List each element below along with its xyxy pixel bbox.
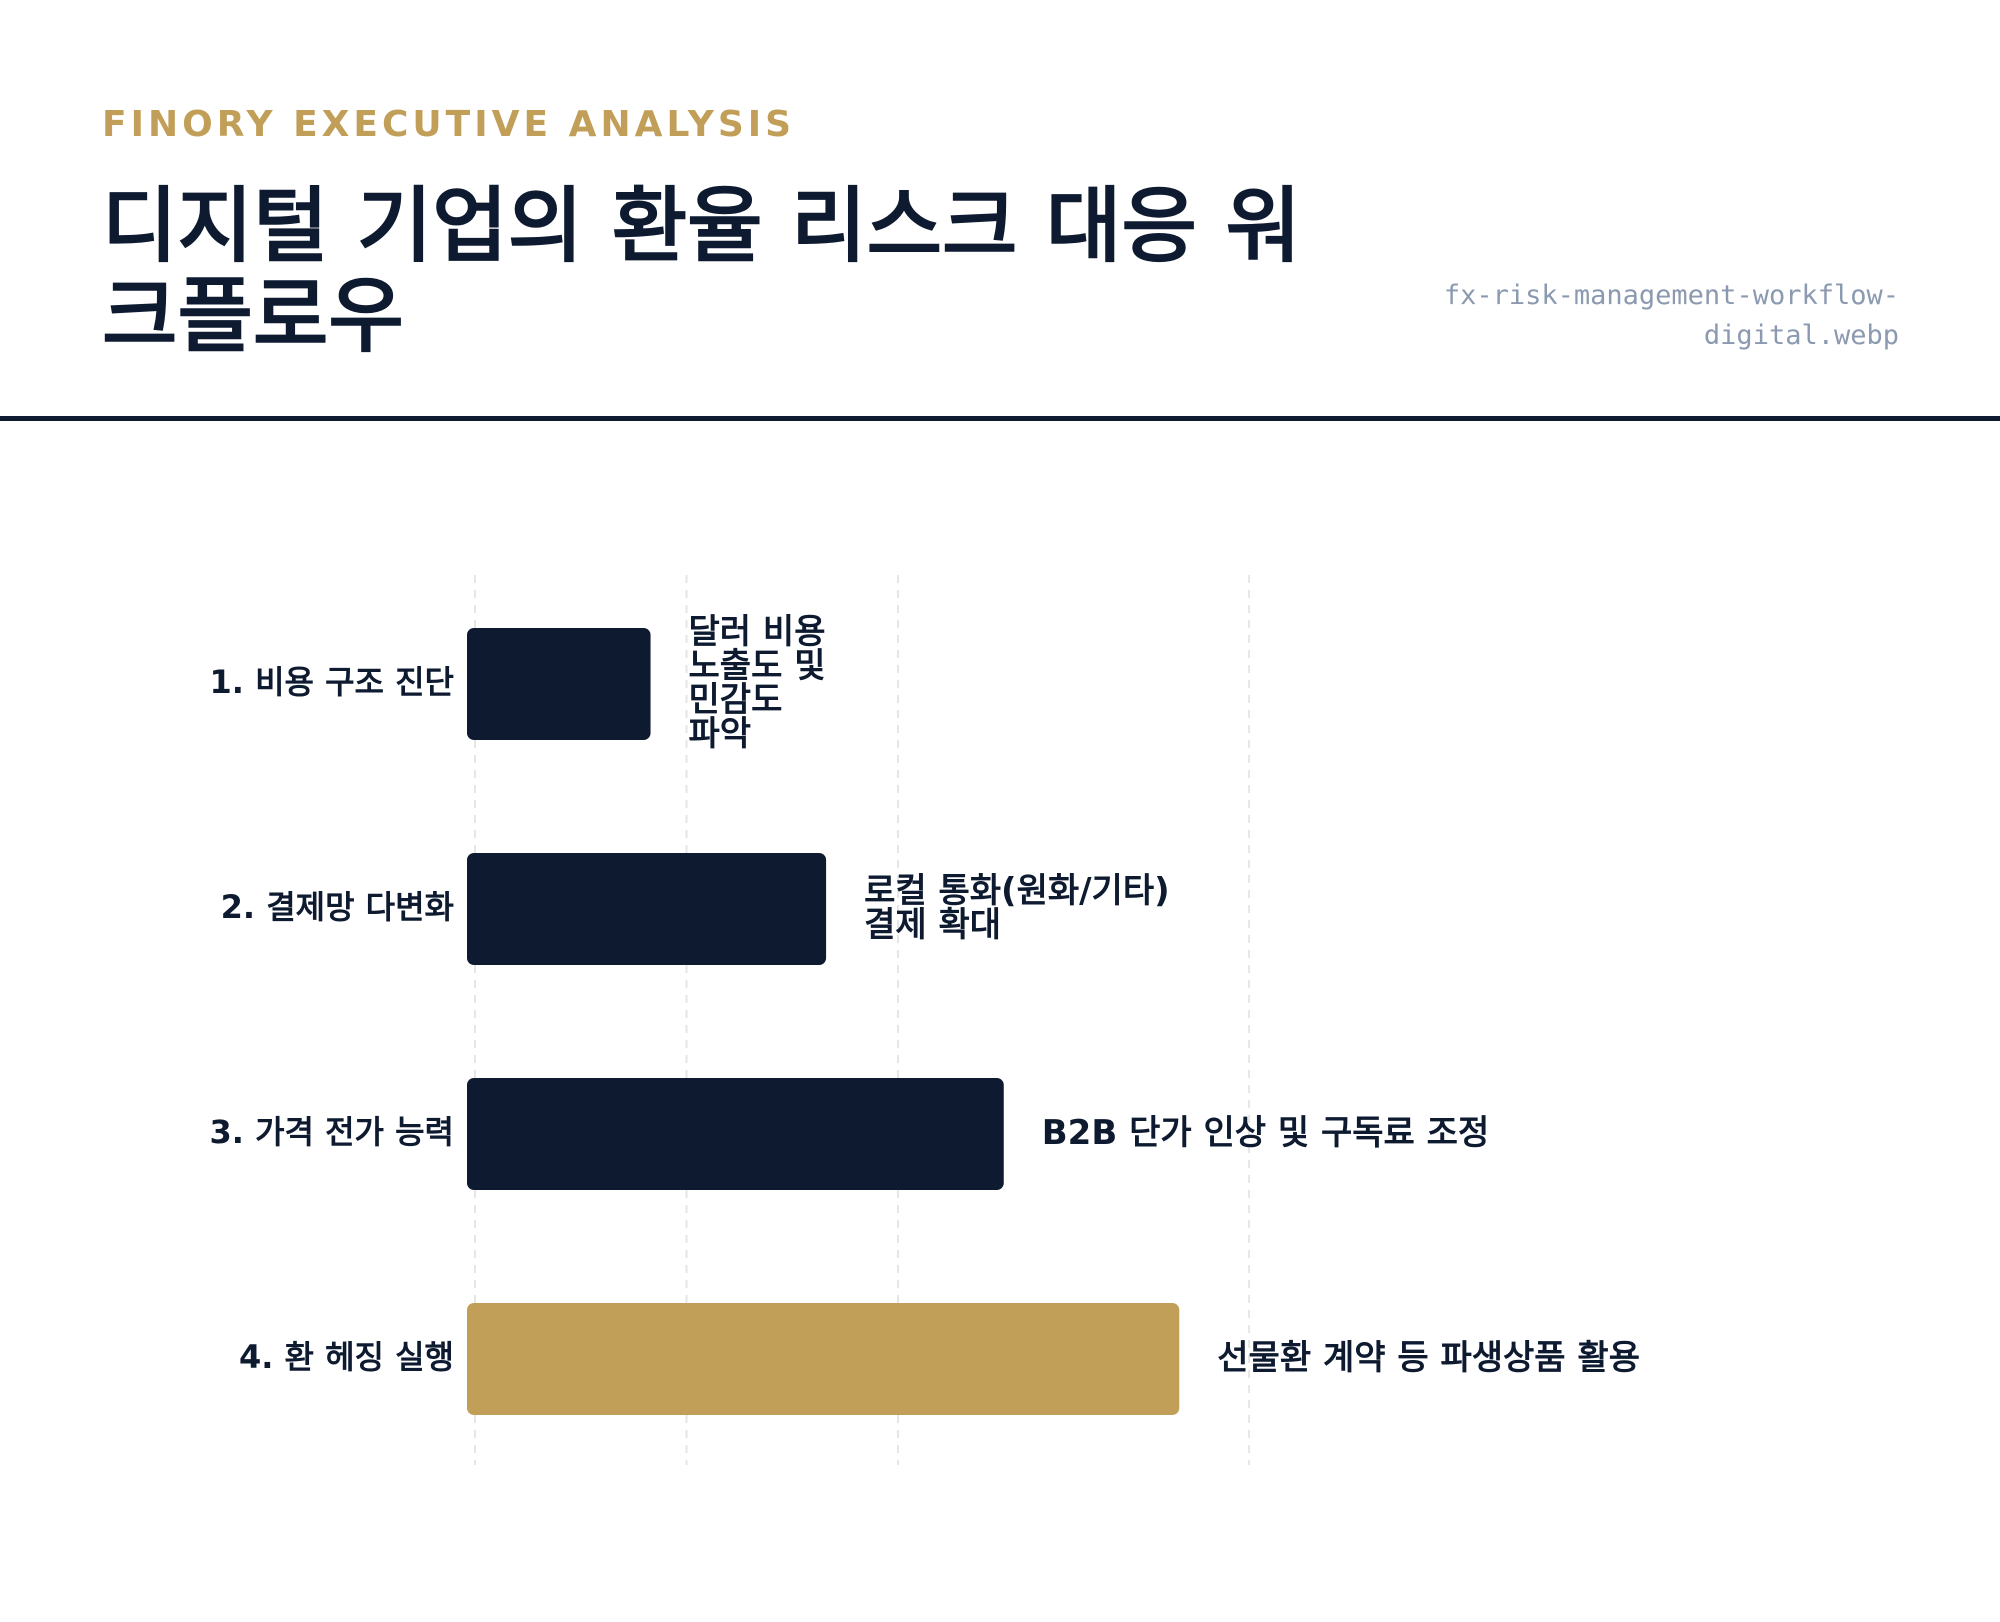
category-label-4: 4. 환 헤징 실행 xyxy=(239,1338,454,1376)
bar-annotation-line: 결제 확대 xyxy=(864,905,1001,945)
page-title: 디지털 기업의 환율 리스크 대응 워크플로우 xyxy=(102,179,1301,364)
bar-annotation-line: 로컬 통화(원화/기타) xyxy=(864,871,1170,911)
category-label-2: 2. 결제망 다변화 xyxy=(221,888,454,926)
header-divider xyxy=(0,416,2000,421)
bar-annotation-2: 로컬 통화(원화/기타) 결제 확대 xyxy=(864,871,1170,945)
bar-3 xyxy=(467,1078,1004,1190)
header-kicker: FINORY EXECUTIVE ANALYSIS xyxy=(102,104,796,145)
chart-bars xyxy=(467,628,1180,1415)
bar-4 xyxy=(467,1303,1180,1415)
bar-annotation-line: 민감도 xyxy=(689,680,783,720)
page-header: FINORY EXECUTIVE ANALYSIS 디지털 기업의 환율 리스크… xyxy=(0,0,2000,422)
bar-annotation-line: B2B 단가 인상 및 구독료 조정 xyxy=(1042,1113,1489,1153)
bar-annotation-line: 파악 xyxy=(689,714,752,754)
bar-annotation-4: 선물환 계약 등 파생상품 활용 xyxy=(1217,1338,1640,1378)
category-label-3: 3. 가격 전가 능력 xyxy=(210,1113,454,1151)
bar-2 xyxy=(467,853,827,965)
chart-labels: 1. 비용 구조 진단 달러 비용 노출도 및 민감도 파악 2. 결제망 다변화 로컬 통… xyxy=(210,612,1640,1378)
category-label-1: 1. 비용 구조 진단 xyxy=(210,663,454,701)
bar-annotation-line: 달러 비용 xyxy=(689,612,826,652)
bar-annotation-line: 선물환 계약 등 파생상품 활용 xyxy=(1217,1338,1640,1378)
bar-annotation-line: 노출도 및 xyxy=(689,646,826,686)
bar-annotation-1: 달러 비용 노출도 및 민감도 파악 xyxy=(689,612,826,754)
bar-annotation-3: B2B 단가 인상 및 구독료 조정 xyxy=(1042,1113,1489,1153)
bar-1 xyxy=(467,628,651,740)
source-filename: fx-risk-management-workflow-digital.webp xyxy=(1443,280,1899,351)
